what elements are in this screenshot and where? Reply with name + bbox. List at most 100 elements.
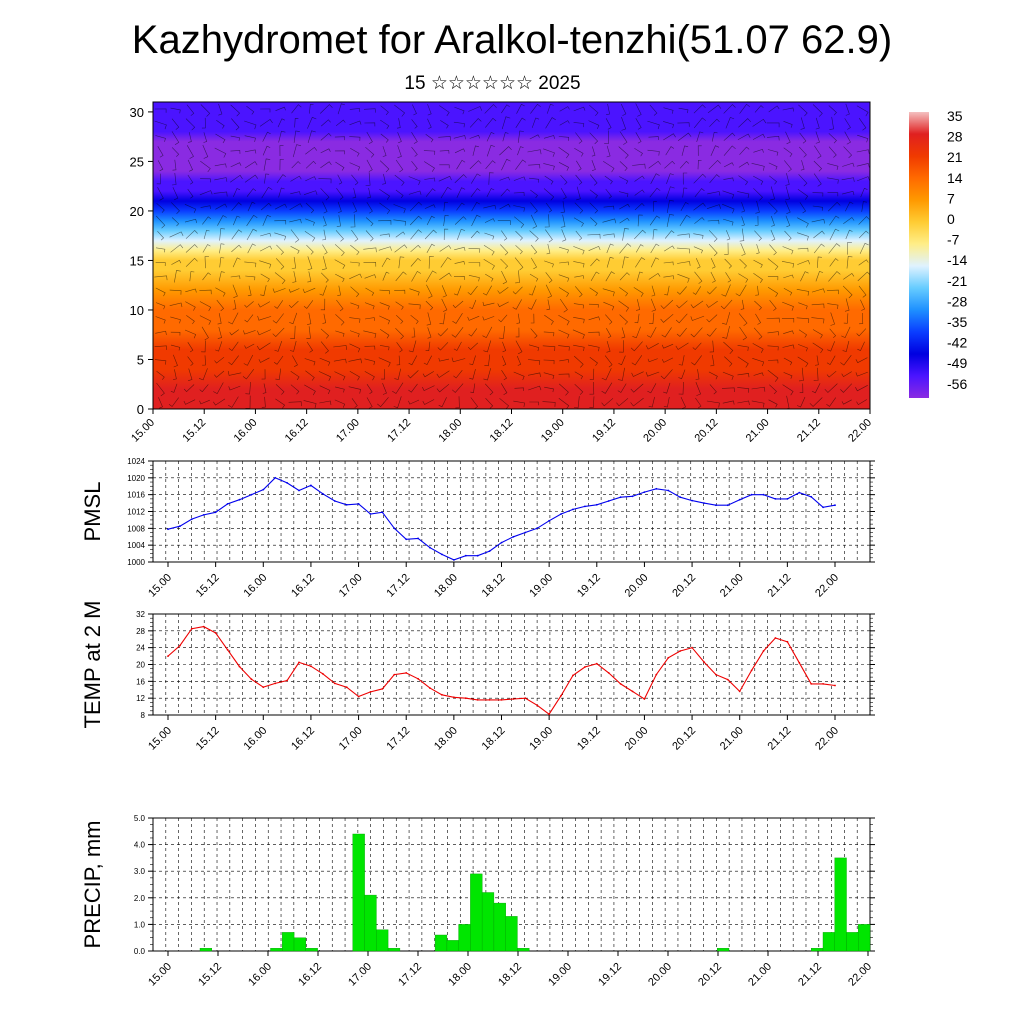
pmsl-data-point	[286, 482, 288, 484]
wind-barb	[722, 312, 731, 325]
wind-barb	[738, 161, 750, 168]
wind-barb	[619, 161, 628, 172]
wind-barb	[528, 164, 541, 169]
wind-barb	[304, 231, 316, 242]
wind-barb	[661, 327, 672, 338]
wind-barb	[204, 256, 210, 269]
wind-barb	[847, 242, 852, 255]
x-tick-label: 18.12	[480, 725, 508, 753]
wind-barb	[690, 315, 705, 321]
wind-barb	[574, 371, 584, 380]
wind-barb	[364, 122, 376, 127]
wind-barb	[632, 326, 641, 339]
wind-barb	[694, 188, 705, 198]
wind-barb	[798, 174, 808, 187]
wind-barb	[155, 262, 166, 267]
wind-barb	[666, 186, 675, 199]
wind-barb	[679, 160, 690, 169]
wind-barb	[275, 384, 285, 395]
heatmap-x-tick-label: 20.00	[641, 417, 669, 445]
wind-barb	[155, 302, 166, 310]
wind-barb	[187, 188, 194, 199]
pmsl-data-point	[381, 511, 384, 514]
wind-barb	[665, 146, 675, 156]
colorbar-label: 7	[947, 190, 955, 206]
wind-barb	[681, 145, 689, 156]
wind-barb	[796, 317, 810, 324]
wind-barb	[664, 230, 675, 239]
wind-barb	[606, 256, 614, 268]
wind-barb	[203, 132, 208, 143]
wind-barb	[800, 117, 805, 130]
wind-barb	[424, 161, 435, 172]
wind-barb	[169, 302, 183, 308]
x-tick-label: 19.00	[527, 725, 555, 753]
wind-barb	[527, 149, 542, 155]
wind-barb	[677, 122, 690, 127]
wind-barb	[737, 191, 750, 199]
wind-barb	[290, 384, 300, 395]
pmsl-data-point	[202, 514, 205, 516]
wind-barb	[542, 345, 556, 352]
wind-barb	[621, 116, 627, 131]
wind-barb	[304, 358, 316, 366]
wind-barb	[527, 372, 541, 378]
wind-barb	[767, 149, 779, 156]
wind-barb	[337, 285, 341, 296]
wind-barb	[843, 313, 849, 324]
wind-barb	[660, 369, 673, 380]
wind-barb	[618, 146, 629, 159]
precip-bar	[434, 934, 448, 952]
wind-barb	[767, 345, 779, 351]
wind-barb	[858, 230, 869, 239]
wind-barb	[170, 316, 181, 324]
x-tick-label: 20.12	[696, 961, 724, 989]
x-tick-label: 21.00	[718, 725, 746, 753]
wind-barb	[365, 172, 371, 186]
wind-barb	[410, 257, 421, 267]
wind-barb	[288, 401, 302, 407]
wind-barb	[755, 200, 760, 214]
wind-barb	[381, 369, 385, 380]
wind-barb	[515, 340, 523, 355]
wind-barb	[258, 301, 271, 308]
wind-barb	[441, 285, 447, 298]
wind-barb	[155, 247, 166, 253]
wind-barb	[573, 122, 585, 128]
wind-barb	[707, 219, 720, 225]
wind-barb	[169, 289, 182, 295]
wind-barb	[154, 275, 168, 281]
precip-bar	[305, 948, 318, 952]
wind-barb	[228, 312, 239, 325]
temp-data-point	[202, 625, 205, 628]
wind-barb	[200, 104, 211, 117]
wind-barb	[289, 203, 303, 210]
wind-barb	[291, 161, 301, 169]
wind-barb	[440, 120, 449, 129]
wind-barb	[767, 331, 779, 336]
wind-barb	[589, 396, 595, 408]
precip-bar	[364, 894, 377, 952]
wind-barb	[154, 120, 167, 130]
wind-barb	[725, 272, 732, 283]
wind-barb	[436, 370, 450, 378]
wind-barb	[707, 104, 722, 114]
wind-barb	[438, 175, 452, 182]
temp-data-point	[345, 686, 348, 689]
temp-data-point	[786, 640, 789, 643]
wind-barb	[201, 340, 206, 353]
wind-barb	[861, 201, 867, 212]
wind-barb	[738, 118, 751, 128]
wind-barb	[860, 187, 868, 198]
colorbar-label: 14	[947, 170, 963, 186]
x-tick-label: 15.00	[146, 572, 174, 600]
wind-barb	[422, 399, 435, 405]
wind-barb	[215, 341, 223, 352]
wind-barb	[678, 107, 689, 114]
wind-barb	[739, 258, 747, 269]
wind-barb	[649, 312, 655, 325]
wind-barb	[514, 216, 525, 228]
wind-barb	[394, 174, 405, 186]
x-tick-label: 19.12	[575, 725, 603, 753]
wind-barb	[322, 229, 327, 241]
